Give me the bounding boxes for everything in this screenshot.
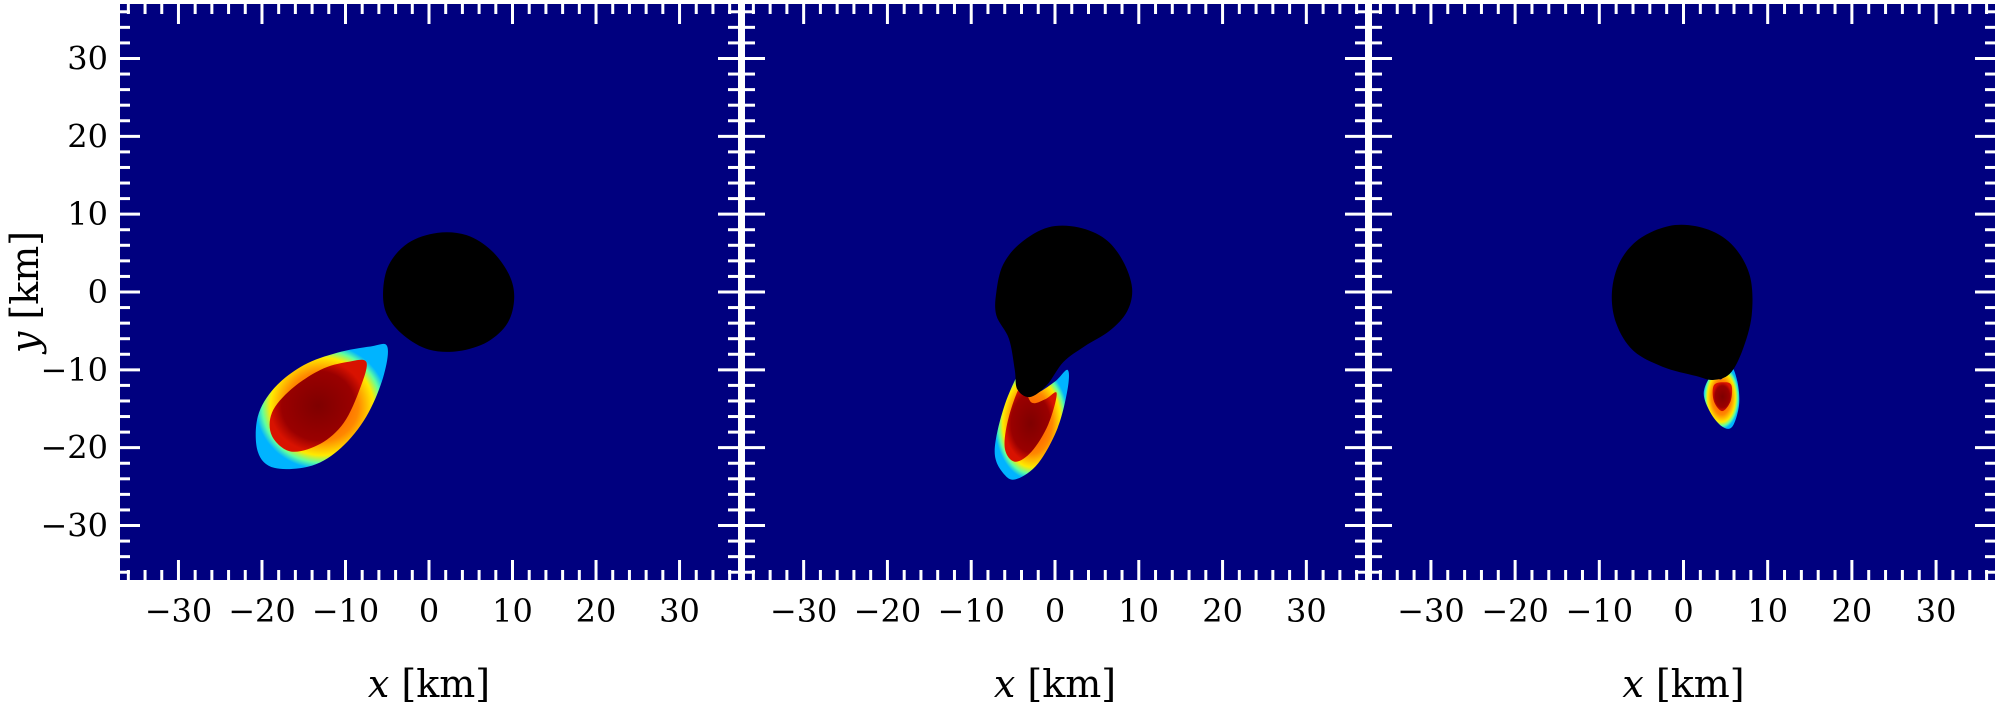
x-tick-label: 20 — [1202, 592, 1243, 630]
panel-1: −30 −20 −10 0 10 20 30 −30 −20 −10 0 10 20 30 x [km] y … — [3, 4, 738, 706]
x-tick-label: −20 — [854, 592, 922, 630]
x-axis-label: x [km] — [368, 662, 490, 706]
x-tick-label: 0 — [1045, 592, 1065, 630]
x-tick-label: 0 — [1673, 592, 1693, 630]
x-tick-label: 30 — [1286, 592, 1327, 630]
x-axis-label: x [km] — [994, 662, 1116, 706]
y-axis-label: y [km] — [3, 231, 47, 355]
x-tick-label: −20 — [228, 592, 296, 630]
x-tick-label: 10 — [1118, 592, 1159, 630]
x-tick-label: −30 — [145, 592, 213, 630]
x-tick-label: 20 — [1832, 592, 1873, 630]
x-tick-label: 20 — [576, 592, 617, 630]
x-tick-label: −10 — [312, 592, 380, 630]
x-tick-label: −10 — [937, 592, 1005, 630]
black-hole — [383, 232, 515, 352]
y-tick-label: −30 — [40, 507, 108, 545]
x-tick-label: 0 — [419, 592, 439, 630]
x-tick-label: −30 — [770, 592, 838, 630]
black-hole — [995, 225, 1133, 398]
x-tick-label: 10 — [492, 592, 533, 630]
y-tick-label: −10 — [40, 351, 108, 389]
y-tick-label: 10 — [67, 195, 108, 233]
matter-core — [269, 359, 367, 452]
x-tick-label: −10 — [1566, 592, 1634, 630]
panel-3: −30 −20 −10 0 10 20 30 x [km] — [1372, 4, 1995, 706]
x-tick-label: 10 — [1747, 592, 1788, 630]
x-axis-label: x [km] — [1622, 662, 1744, 706]
y-tick-label: 20 — [67, 117, 108, 155]
x-tick-label: −30 — [1397, 592, 1465, 630]
matter-core — [1004, 385, 1057, 462]
black-hole — [1611, 224, 1753, 381]
x-tick-label: 30 — [1916, 592, 1957, 630]
panel-2: −30 −20 −10 0 10 20 30 x [km] — [745, 4, 1365, 706]
matter-core — [1712, 382, 1733, 412]
y-tick-label: 0 — [88, 273, 108, 311]
y-tick-label: 30 — [67, 39, 108, 77]
x-tick-label: −20 — [1481, 592, 1549, 630]
x-tick-label: 30 — [659, 592, 700, 630]
y-tick-label: −20 — [40, 429, 108, 467]
